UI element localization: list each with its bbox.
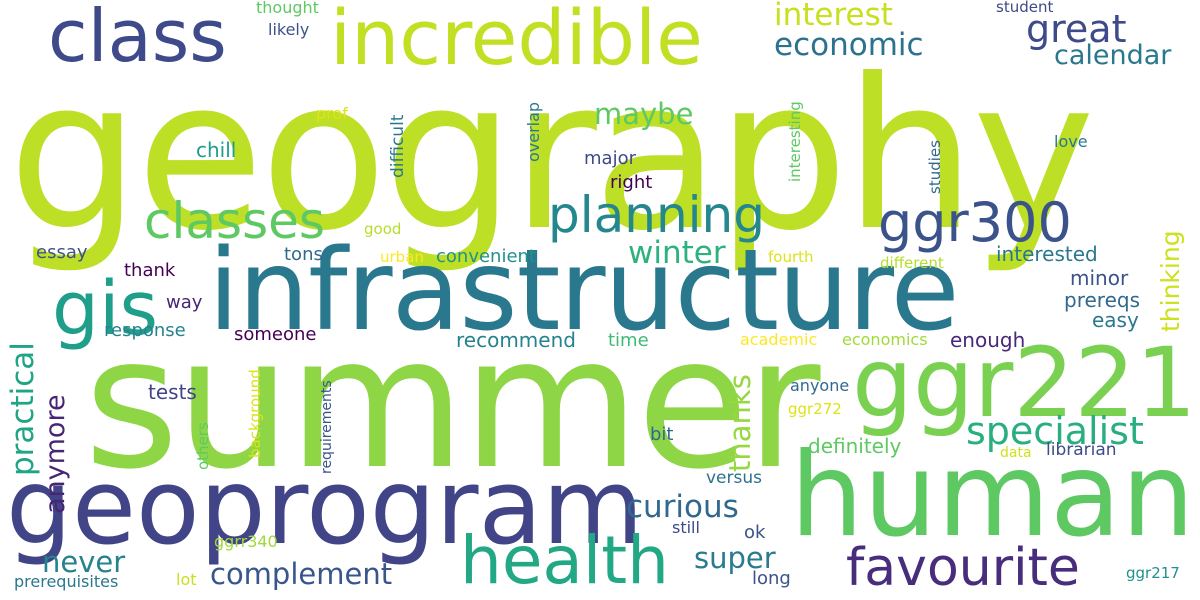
word-geoprogram: geoprogram xyxy=(6,446,644,568)
word-classes: classes xyxy=(144,192,325,250)
word-human: human xyxy=(790,428,1195,563)
word-geography: geography xyxy=(8,35,1095,277)
word-ok: ok xyxy=(744,522,766,543)
word-response: response xyxy=(104,320,186,341)
word-still: still xyxy=(672,518,700,537)
word-way: way xyxy=(166,292,203,313)
word-essay: essay xyxy=(36,242,88,263)
word-ggr221: ggr221 xyxy=(852,327,1197,439)
word-easy: easy xyxy=(1092,308,1139,332)
word-class: class xyxy=(48,0,227,78)
word-right: right xyxy=(610,172,653,193)
word-definitely: definitely xyxy=(808,434,902,458)
word-major: major xyxy=(584,148,636,169)
word-thank: thank xyxy=(124,260,176,281)
word-prereqs: prereqs xyxy=(1064,288,1140,312)
word-interest: interest xyxy=(774,0,893,33)
word-fourth: fourth xyxy=(768,248,814,266)
word-librarian: librarian xyxy=(1046,440,1117,460)
word-prerequisites: prerequisites xyxy=(14,572,119,591)
word-gis: gis xyxy=(52,266,159,352)
word-ggr300: ggr300 xyxy=(878,191,1072,254)
word-versus: versus xyxy=(706,468,762,488)
word-thinking: thinking xyxy=(1156,230,1185,332)
word-economics: economics xyxy=(842,330,928,349)
word-overlap: overlap xyxy=(524,101,543,162)
word-data: data xyxy=(1000,445,1032,461)
word-planning: planning xyxy=(548,186,765,244)
word-lot: lot xyxy=(176,570,197,589)
word-prof: prof xyxy=(316,104,348,123)
word-anymore: anymore xyxy=(40,394,71,514)
word-super: super xyxy=(694,541,776,575)
word-ggrr340: ggrr340 xyxy=(214,532,278,551)
word-different: different xyxy=(880,254,944,272)
word-good: good xyxy=(364,220,402,238)
word-recommend: recommend xyxy=(456,328,576,352)
word-chill: chill xyxy=(196,138,237,162)
word-enough: enough xyxy=(950,328,1026,352)
word-time: time xyxy=(608,330,649,351)
word-urban: urban xyxy=(380,248,424,266)
word-minor: minor xyxy=(1070,266,1129,290)
word-studies: studies xyxy=(926,140,944,194)
word-thanks: thanks xyxy=(723,374,757,472)
word-calendar: calendar xyxy=(1054,40,1172,71)
word-interesting: interesting xyxy=(786,101,804,182)
word-anyone: anyone xyxy=(790,376,850,395)
word-likely: likely xyxy=(268,20,310,39)
word-complement: complement xyxy=(210,557,393,591)
word-background: background xyxy=(246,369,264,458)
word-interested: interested xyxy=(996,242,1098,266)
word-convenient: convenient xyxy=(436,246,536,267)
word-ggr272: ggr272 xyxy=(788,400,842,418)
word-economic: economic xyxy=(774,27,924,63)
word-incredible: incredible xyxy=(330,0,703,82)
word-academic: academic xyxy=(740,330,818,349)
word-health: health xyxy=(460,522,669,599)
word-bit: bit xyxy=(650,424,674,445)
word-others: others xyxy=(194,422,212,470)
word-difficult: difficult xyxy=(388,114,408,178)
word-love: love xyxy=(1054,132,1088,151)
word-maybe: maybe xyxy=(594,97,694,131)
word-ggr217: ggr217 xyxy=(1126,564,1180,582)
word-specialist: specialist xyxy=(966,409,1144,453)
word-favourite: favourite xyxy=(846,538,1080,598)
word-curious: curious xyxy=(626,489,739,525)
word-tons: tons xyxy=(284,244,323,265)
word-never: never xyxy=(42,545,126,579)
word-tests: tests xyxy=(148,380,197,404)
word-student: student xyxy=(996,0,1054,16)
word-thought: thought xyxy=(256,0,319,17)
word-summer: summer xyxy=(84,297,821,509)
word-winter: winter xyxy=(628,235,726,271)
word-requirements: requirements xyxy=(319,380,335,474)
word-great: great xyxy=(1026,7,1127,51)
word-practical: practical xyxy=(5,342,41,476)
word-someone: someone xyxy=(234,324,317,345)
word-infrastructure: infrastructure xyxy=(208,226,959,356)
word-long: long xyxy=(752,568,791,589)
